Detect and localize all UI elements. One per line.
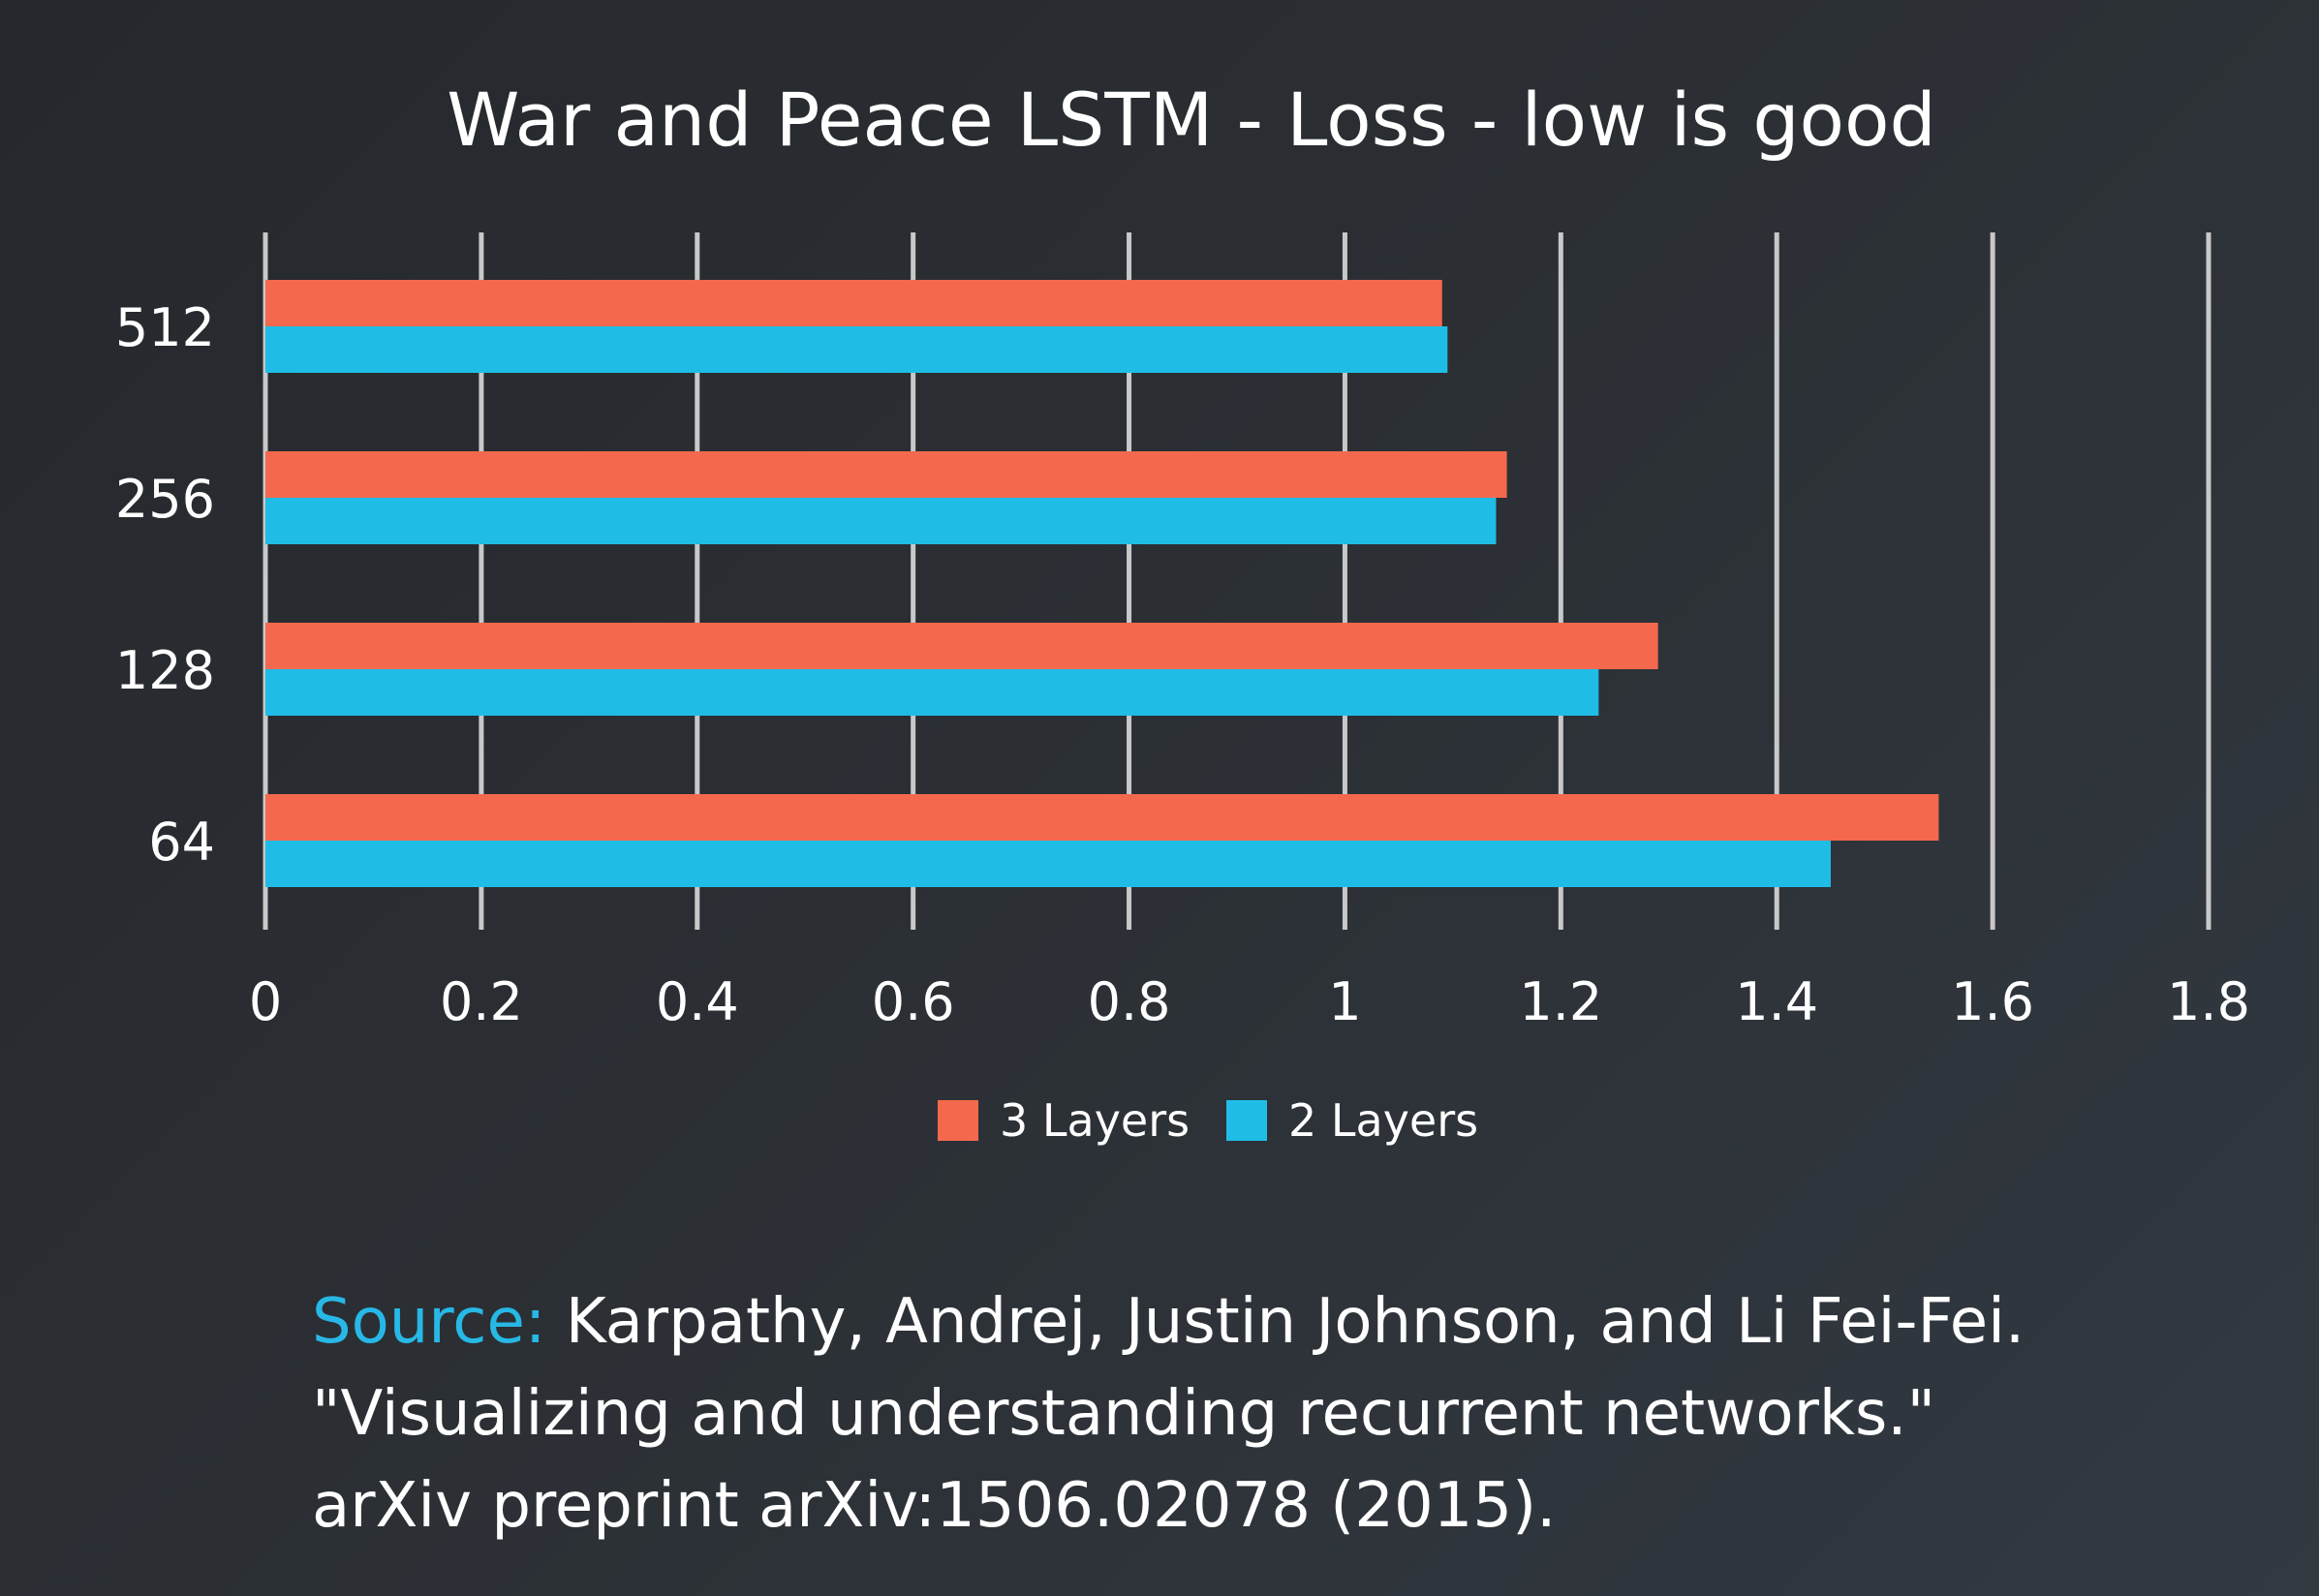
x-tick-label: 0.8 [1088,971,1171,1032]
category-label: 256 [115,469,215,530]
legend-label: 2 Layers [1288,1094,1478,1147]
x-tick-label: 0.2 [440,971,523,1032]
x-tick-label: 1.2 [1519,971,1602,1032]
x-tick-label: 0.6 [872,971,955,1032]
bar-128-series-0 [265,623,1658,669]
legend-label: 3 Layers [1000,1094,1190,1147]
bar-64-series-0 [265,794,1939,841]
category-label: 128 [115,640,215,701]
legend-swatch [938,1100,978,1141]
category-label: 64 [148,812,215,873]
legend-swatch [1226,1100,1267,1141]
x-tick-label: 1.8 [2167,971,2250,1032]
source-label: Source: [312,1286,546,1358]
x-tick-label: 1.4 [1735,971,1818,1032]
bar-256-series-1 [265,498,1497,544]
category-label: 512 [115,297,215,358]
citation-line-1: Source: Karpathy, Andrej, Justin Johnson… [312,1276,2288,1368]
citation-line-3: arXiv preprint arXiv:1506.02078 (2015). [312,1470,1557,1542]
citation-authors: Karpathy, Andrej, Justin Johnson, and Li… [565,1286,2025,1358]
x-tick-label: 0 [249,971,282,1032]
x-tick-label: 1 [1328,971,1361,1032]
bar-256-series-0 [265,451,1507,498]
x-tick-label: 0.4 [656,971,739,1032]
bar-512-series-0 [265,280,1442,326]
x-tick-labels: 0 0.2 0.4 0.6 0.8 1 1.2 1.4 1.6 1.8 [249,971,2250,1032]
citation: Source: Karpathy, Andrej, Justin Johnson… [312,1276,2288,1552]
loss-bar-chart: War and Peace LSTM - Loss - low is good … [115,77,2250,1147]
bar-128-series-1 [265,669,1599,716]
citation-line-2: "Visualizing and understanding recurrent… [312,1378,1936,1450]
bar-512-series-1 [265,326,1448,373]
category-labels: 512 256 128 64 [115,297,215,873]
legend: 3 Layers 2 Layers [938,1094,1478,1147]
bar-64-series-1 [265,841,1831,887]
chart-title: War and Peace LSTM - Loss - low is good [447,77,1936,163]
x-tick-label: 1.6 [1951,971,2034,1032]
bars [265,280,1939,887]
